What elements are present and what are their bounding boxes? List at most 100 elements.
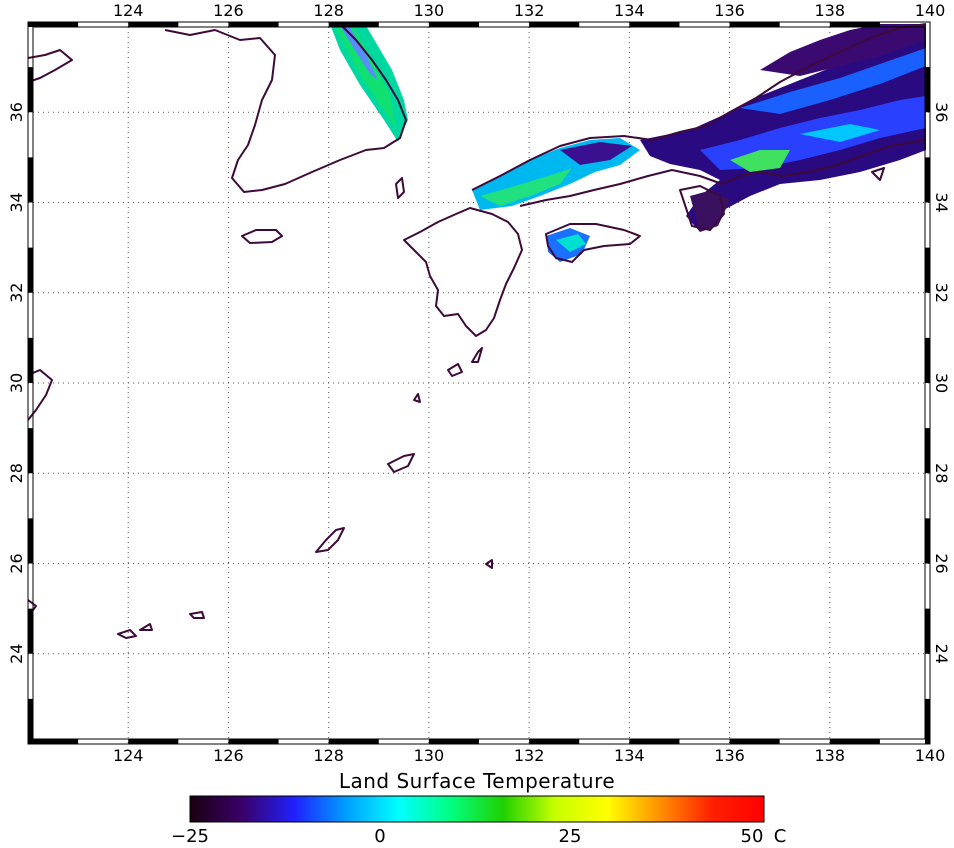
lst-chugoku-c	[560, 142, 632, 165]
lon-label-top-140: 140	[915, 1, 946, 20]
lat-label-left-36: 36	[7, 102, 26, 122]
lat-label-right-36: 36	[932, 102, 951, 122]
frame-bar-bottom	[729, 739, 780, 744]
coast-ishigaki	[117, 629, 137, 639]
frame-bar-top	[228, 22, 279, 27]
frame-bar-left	[28, 247, 33, 293]
frame-bar-left	[28, 67, 33, 113]
lon-label-bottom-126: 126	[213, 746, 244, 765]
lon-label-bottom-140: 140	[915, 746, 946, 765]
lat-label-right-30: 30	[932, 373, 951, 393]
coast-shikoku	[545, 223, 641, 263]
lon-label-top-130: 130	[414, 1, 445, 20]
frame-bar-bottom	[128, 739, 179, 744]
coast-amami	[387, 453, 415, 473]
lon-label-bottom-130: 130	[414, 746, 445, 765]
lat-label-right-34: 34	[932, 192, 951, 212]
coast-izu	[871, 167, 885, 181]
frame-bar-right	[925, 67, 930, 113]
frame-bar-bottom	[28, 739, 79, 744]
frame-bar-left	[28, 157, 33, 203]
coast-daito	[485, 559, 493, 569]
coast-tokara	[413, 393, 421, 403]
lon-label-top-136: 136	[714, 1, 745, 20]
lst-central-c	[740, 48, 926, 114]
lon-label-bottom-124: 124	[113, 746, 144, 765]
colorbar-unit: C	[774, 826, 787, 847]
frame-bar-top	[729, 22, 780, 27]
frame-bar-top	[28, 22, 79, 27]
lon-label-top-124: 124	[113, 1, 144, 20]
frame-bar-right	[925, 698, 930, 744]
coast-korea	[164, 23, 407, 193]
frame-bar-top	[428, 22, 479, 27]
frame-bar-right	[925, 428, 930, 474]
lon-label-top-138: 138	[815, 1, 846, 20]
frame-bar-top	[629, 22, 680, 27]
lon-label-top-134: 134	[614, 1, 645, 20]
frame-bar-right	[925, 337, 930, 383]
frame-bar-bottom	[529, 739, 580, 744]
colorbar-title: Land Surface Temperature	[339, 769, 615, 793]
colorbar-max-label: 50	[741, 826, 764, 847]
axis-labels: 124 124 126 126 128 128 130 130 132 132 134 134 136 1…	[7, 1, 951, 765]
frame-bar-left	[28, 337, 33, 383]
colorbar-mid-label-1: 0	[374, 826, 385, 847]
frame-bar-right	[925, 608, 930, 654]
frame-bar-top	[529, 22, 580, 27]
frame-bar-right	[925, 518, 930, 564]
map-frame	[27, 21, 931, 745]
coast-tanegashima	[471, 347, 483, 363]
coast-iriomote	[139, 623, 153, 631]
coast-miyako	[189, 611, 205, 619]
lon-label-bottom-134: 134	[614, 746, 645, 765]
lst-shikoku-b	[556, 234, 586, 252]
frame-bar-right	[925, 157, 930, 203]
frame-bar-top	[128, 22, 179, 27]
coastlines	[28, 23, 927, 639]
lst-central-d	[730, 150, 790, 172]
frame-bar-left	[28, 518, 33, 564]
lat-label-left-32: 32	[7, 283, 26, 303]
frame-bar-bottom	[328, 739, 379, 744]
coast-kii	[679, 185, 725, 231]
lat-label-left-34: 34	[7, 192, 26, 212]
coast-honshu	[471, 23, 927, 191]
coast-china-south	[28, 369, 53, 421]
lon-label-bottom-138: 138	[815, 746, 846, 765]
lst-korea-strip-c	[340, 24, 378, 80]
lat-label-left-30: 30	[7, 373, 26, 393]
lon-label-bottom-136: 136	[714, 746, 745, 765]
frame-bar-left	[28, 428, 33, 474]
colorbar-bar	[189, 795, 765, 823]
lat-label-right-32: 32	[932, 283, 951, 303]
frame-bar-right	[925, 247, 930, 293]
lon-label-top-132: 132	[514, 1, 545, 20]
lon-label-bottom-132: 132	[514, 746, 545, 765]
lat-label-right-26: 26	[932, 553, 951, 573]
lst-central-e	[800, 124, 880, 142]
lst-chugoku-b	[480, 168, 572, 206]
coast-okinawa	[315, 527, 345, 553]
lat-label-left-28: 28	[7, 463, 26, 483]
frame-bar-left	[28, 698, 33, 744]
coast-honshu-south	[519, 139, 927, 207]
coast-china-north	[28, 49, 73, 83]
lat-label-left-24: 24	[7, 644, 26, 664]
lat-label-right-28: 28	[932, 463, 951, 483]
coast-yakushima	[447, 363, 463, 377]
colorbar-min-label: −25	[171, 826, 209, 847]
frame-bar-bottom	[228, 739, 279, 744]
coast-tsushima	[395, 177, 405, 199]
lon-label-bottom-128: 128	[313, 746, 344, 765]
coast-jeju	[241, 229, 283, 244]
frame-bar-bottom	[428, 739, 479, 744]
frame-bar-left	[28, 608, 33, 654]
lat-label-left-26: 26	[7, 553, 26, 573]
lon-label-top-126: 126	[213, 1, 244, 20]
coast-kyushu	[403, 207, 523, 337]
lst-korea-strip-b	[334, 24, 396, 128]
colorbar-mid-label-2: 25	[559, 826, 582, 847]
frame-bar-bottom	[629, 739, 680, 744]
